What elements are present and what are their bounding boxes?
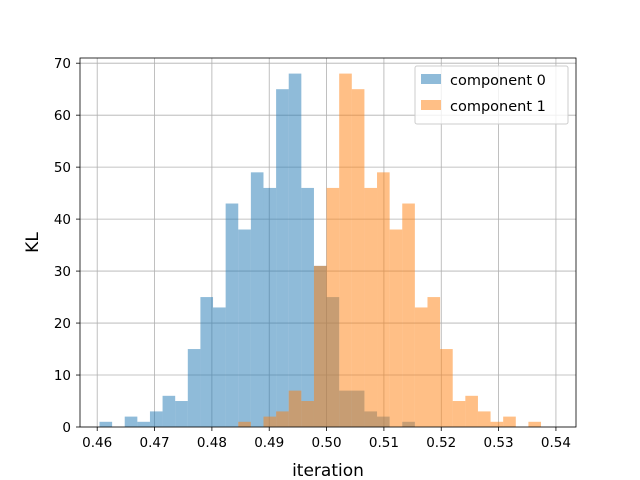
histogram-bar-component-1 <box>477 411 491 427</box>
histogram-bar-component-1 <box>452 401 466 427</box>
histogram-bar-component-0 <box>137 421 150 427</box>
histogram-bar-component-1 <box>238 421 251 427</box>
histogram-bar-component-1 <box>326 187 340 427</box>
histogram-bar-component-0 <box>162 395 176 427</box>
x-tick-label: 0.52 <box>426 435 456 451</box>
x-tick-label: 0.50 <box>312 435 342 451</box>
x-tick-label: 0.53 <box>484 435 514 451</box>
ticks-layer: 0.46 0.47 0.48 0.49 0.50 0.51 0.52 0.53 0.54 0 10 2… <box>54 56 571 451</box>
legend-label-component-1: component 1 <box>450 99 546 115</box>
bars-layer <box>99 73 542 427</box>
y-tick-label: 30 <box>54 264 71 280</box>
legend-label-component-0: component 0 <box>450 73 546 89</box>
histogram-bar-component-0 <box>187 349 201 427</box>
x-axis-title: iteration <box>292 461 364 480</box>
histogram-bar-component-1 <box>490 421 504 427</box>
y-tick-label: 10 <box>54 368 71 384</box>
histogram-bar-component-1 <box>263 416 277 427</box>
histogram-bar-component-1 <box>288 390 302 427</box>
legend-swatch-component-1 <box>421 100 441 110</box>
histogram-bar-component-1 <box>389 229 403 427</box>
histogram-bar-component-0 <box>276 89 289 427</box>
histogram-bar-component-1 <box>465 395 478 427</box>
histogram-bar-component-1 <box>528 421 542 427</box>
histogram-bar-component-1 <box>377 172 390 427</box>
histogram-bar-component-1 <box>313 265 327 427</box>
x-tick-label: 0.51 <box>369 435 399 451</box>
histogram-bar-component-0 <box>263 187 277 427</box>
y-tick-label: 70 <box>54 56 71 72</box>
histogram-bar-component-1 <box>339 73 352 427</box>
y-tick-label: 60 <box>54 108 71 124</box>
histogram-bar-component-1 <box>503 416 516 427</box>
legend-box <box>414 65 569 125</box>
histogram-bar-component-0 <box>200 297 214 427</box>
x-tick-label: 0.54 <box>541 435 571 451</box>
histogram-bar-component-1 <box>427 297 441 427</box>
histogram-bar-component-0 <box>175 401 188 427</box>
y-tick-label: 0 <box>62 420 71 436</box>
histogram-bar-component-1 <box>276 411 289 427</box>
histogram-bar-component-1 <box>301 401 314 427</box>
histogram-bar-component-0 <box>301 187 314 427</box>
legend: component 0 component 1 <box>414 65 569 125</box>
histogram-bar-component-1 <box>351 89 365 427</box>
histogram-bar-component-0 <box>225 203 239 427</box>
y-tick-label: 50 <box>54 160 71 176</box>
legend-swatch-component-0 <box>421 74 441 84</box>
histogram-bar-component-0 <box>149 411 163 427</box>
histogram-bar-component-0 <box>238 229 251 427</box>
x-tick-label: 0.46 <box>82 435 112 451</box>
histogram-bar-component-0 <box>288 73 302 427</box>
histogram-bar-component-1 <box>440 349 453 427</box>
y-axis-title: KL <box>23 232 43 253</box>
histogram-bar-component-0 <box>99 421 113 427</box>
y-tick-label: 40 <box>54 212 71 228</box>
histogram-bar-component-1 <box>414 307 428 427</box>
x-tick-label: 0.47 <box>140 435 170 451</box>
histogram-bar-component-0 <box>250 172 264 427</box>
histogram-bar-component-1 <box>364 187 378 427</box>
axes-frame <box>79 57 577 428</box>
histogram-bar-component-0 <box>124 416 138 427</box>
x-tick-label: 0.48 <box>197 435 227 451</box>
x-tick-label: 0.49 <box>254 435 284 451</box>
histogram-bar-component-1 <box>402 203 415 427</box>
y-tick-label: 20 <box>54 316 71 332</box>
histogram-bar-component-0 <box>213 307 226 427</box>
